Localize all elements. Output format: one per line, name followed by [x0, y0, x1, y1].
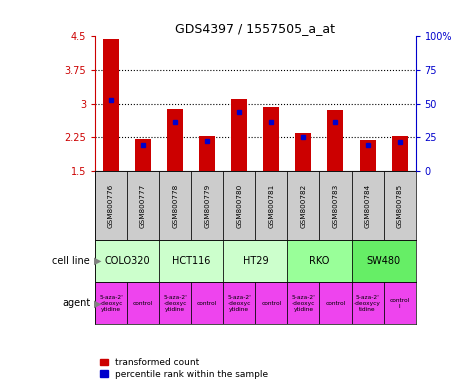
Bar — [352, 240, 416, 282]
Bar — [319, 171, 352, 240]
Bar — [256, 282, 287, 324]
Bar — [319, 282, 352, 324]
Text: GSM800781: GSM800781 — [268, 183, 275, 228]
Bar — [327, 109, 343, 171]
Bar — [391, 136, 408, 171]
Legend: transformed count, percentile rank within the sample: transformed count, percentile rank withi… — [100, 358, 269, 379]
Text: ▶: ▶ — [94, 298, 102, 308]
Bar — [223, 282, 256, 324]
Text: GSM800785: GSM800785 — [397, 183, 403, 228]
Bar — [95, 282, 127, 324]
Bar — [287, 282, 319, 324]
Text: SW480: SW480 — [367, 256, 400, 266]
Bar — [135, 139, 151, 171]
Text: GSM800782: GSM800782 — [300, 183, 306, 228]
Text: GSM800776: GSM800776 — [108, 183, 114, 228]
Text: ▶: ▶ — [94, 256, 102, 266]
Bar — [159, 171, 191, 240]
Bar — [167, 109, 183, 171]
Text: control: control — [325, 301, 346, 306]
Bar — [191, 282, 223, 324]
Bar — [95, 240, 159, 282]
Bar — [159, 240, 223, 282]
Bar — [384, 171, 416, 240]
Bar — [127, 282, 159, 324]
Text: GSM800778: GSM800778 — [172, 183, 178, 228]
Title: GDS4397 / 1557505_a_at: GDS4397 / 1557505_a_at — [175, 22, 335, 35]
Text: HT29: HT29 — [243, 256, 268, 266]
Bar — [384, 282, 416, 324]
Bar — [159, 282, 191, 324]
Text: GSM800777: GSM800777 — [140, 183, 146, 228]
Text: 5-aza-2'
-deoxycy
tidine: 5-aza-2' -deoxycy tidine — [354, 295, 381, 312]
Bar — [231, 99, 247, 171]
Text: 5-aza-2'
-deoxyc
ytidine: 5-aza-2' -deoxyc ytidine — [292, 295, 315, 312]
Text: RKO: RKO — [309, 256, 330, 266]
Bar — [256, 171, 287, 240]
Text: GSM800784: GSM800784 — [364, 183, 370, 228]
Bar — [263, 107, 279, 171]
Text: 5-aza-2'
-deoxyc
ytidine: 5-aza-2' -deoxyc ytidine — [228, 295, 251, 312]
Bar — [360, 139, 376, 171]
Text: control: control — [261, 301, 282, 306]
Bar — [287, 240, 352, 282]
Bar — [352, 171, 384, 240]
Bar — [295, 133, 312, 171]
Text: GSM800779: GSM800779 — [204, 183, 210, 228]
Text: control: control — [197, 301, 218, 306]
Text: cell line: cell line — [53, 256, 90, 266]
Text: GSM800783: GSM800783 — [332, 183, 339, 228]
Text: control
l: control l — [390, 298, 410, 309]
Bar — [199, 136, 215, 171]
Bar — [95, 171, 127, 240]
Text: 5-aza-2'
-deoxyc
ytidine: 5-aza-2' -deoxyc ytidine — [163, 295, 187, 312]
Text: HCT116: HCT116 — [172, 256, 210, 266]
Text: COLO320: COLO320 — [104, 256, 150, 266]
Text: control: control — [133, 301, 153, 306]
Bar — [287, 171, 319, 240]
Text: agent: agent — [62, 298, 90, 308]
Bar — [223, 240, 287, 282]
Bar — [103, 39, 119, 171]
Text: GSM800780: GSM800780 — [236, 183, 242, 228]
Bar — [223, 171, 256, 240]
Bar — [352, 282, 384, 324]
Bar — [127, 171, 159, 240]
Text: 5-aza-2'
-deoxyc
ytidine: 5-aza-2' -deoxyc ytidine — [99, 295, 123, 312]
Bar — [191, 171, 223, 240]
